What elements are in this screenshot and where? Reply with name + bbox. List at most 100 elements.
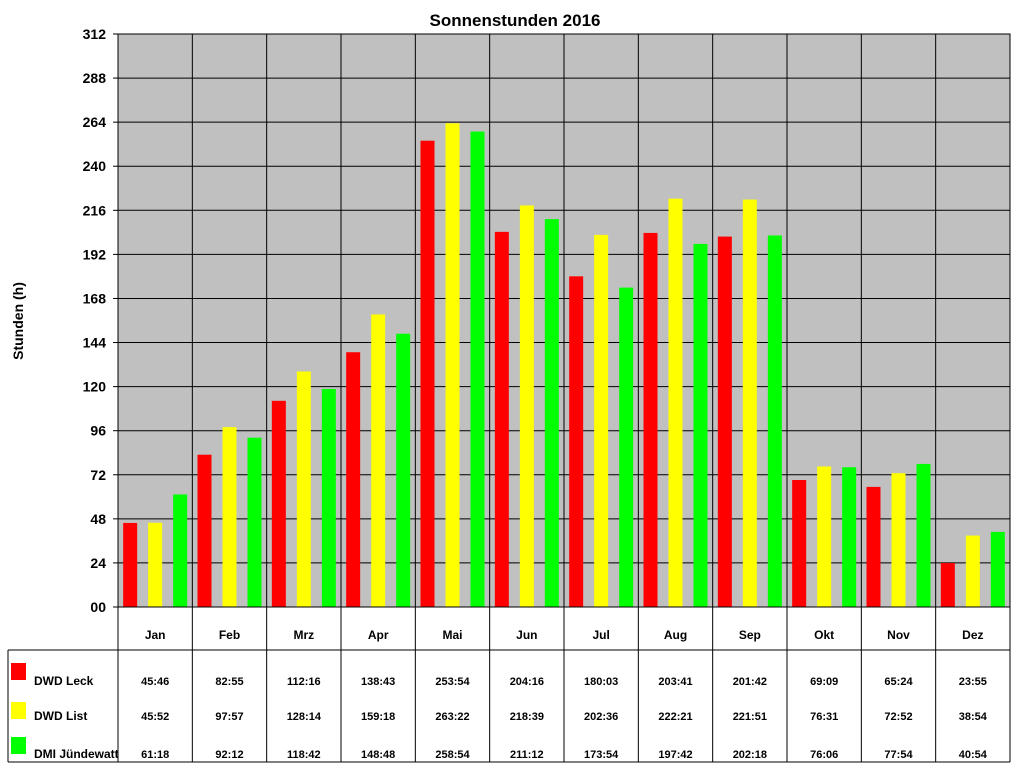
legend-label: DWD List: [34, 709, 87, 723]
x-tick-label: Feb: [219, 628, 240, 642]
data-label: 82:55: [215, 676, 243, 688]
bar-jun-series-3: [544, 219, 559, 607]
bar-aug-series-2: [668, 198, 683, 607]
data-label: 76:06: [810, 749, 838, 761]
bar-jun-series-1: [494, 231, 509, 608]
data-label: 203:41: [658, 676, 692, 688]
data-label: 197:42: [658, 749, 692, 761]
y-axis-label: Stunden (h): [10, 282, 26, 360]
data-label: 159:18: [361, 711, 395, 723]
y-tick-label: 288: [83, 70, 107, 86]
bar-jul-series-2: [594, 234, 609, 608]
x-tick-label: Apr: [368, 628, 389, 642]
data-label: 138:43: [361, 676, 395, 688]
bar-apr-series-3: [396, 333, 411, 607]
bar-dez-series-2: [965, 535, 980, 607]
bar-aug-series-3: [693, 243, 708, 607]
bar-nov-series-3: [916, 463, 931, 607]
bar-dez-series-1: [940, 563, 955, 607]
bar-dez-series-3: [990, 531, 1005, 607]
x-tick-label: Sep: [739, 628, 761, 642]
bar-mrz-series-2: [296, 371, 311, 607]
data-label: 180:03: [584, 676, 618, 688]
legend-swatch-series-1: [11, 663, 26, 680]
data-label: 61:18: [141, 749, 169, 761]
data-label: 258:54: [435, 749, 470, 761]
data-label: 69:09: [810, 676, 838, 688]
bar-jan-series-1: [123, 522, 138, 607]
x-tick-label: Mrz: [293, 628, 314, 642]
y-tick-label: 192: [83, 246, 107, 262]
bar-jul-series-1: [569, 276, 584, 607]
y-tick-label: 120: [83, 379, 107, 395]
x-tick-label: Dez: [962, 628, 983, 642]
y-tick-label: 216: [83, 202, 107, 218]
legend-label: DMI Jündewatt: [34, 747, 119, 761]
x-tick-label: Okt: [814, 628, 834, 642]
data-label: 45:46: [141, 676, 169, 688]
data-label: 202:18: [733, 749, 767, 761]
bar-nov-series-2: [891, 473, 906, 607]
data-label: 92:12: [215, 749, 243, 761]
y-tick-label: 24: [90, 555, 106, 571]
data-label: 77:54: [884, 749, 913, 761]
plot-area: 00 24 48 72 96 120 144 168 192 216 240 264 288 312: [83, 26, 1011, 615]
legend-swatch-series-2: [11, 702, 26, 719]
x-tick-label: Jun: [516, 628, 537, 642]
data-label: 72:52: [884, 711, 912, 723]
y-tick-label: 96: [90, 423, 106, 439]
data-label: 118:42: [287, 749, 321, 761]
x-tick-label: Jan: [145, 628, 166, 642]
y-tick-label: 144: [83, 335, 107, 351]
bar-feb-series-2: [222, 427, 237, 607]
bar-feb-series-1: [197, 454, 212, 607]
x-tick-label: Aug: [664, 628, 687, 642]
data-label: 202:36: [584, 711, 618, 723]
data-label: 148:48: [361, 749, 395, 761]
data-label: 38:54: [959, 711, 988, 723]
data-label: 40:54: [959, 749, 988, 761]
data-label: 128:14: [287, 711, 322, 723]
data-label: 222:21: [658, 711, 692, 723]
bar-jul-series-3: [619, 287, 634, 607]
bar-jan-series-3: [173, 494, 188, 607]
y-tick-label: 72: [90, 467, 106, 483]
data-label: 253:54: [435, 676, 470, 688]
data-label: 201:42: [733, 676, 767, 688]
data-label: 65:24: [884, 676, 913, 688]
bar-okt-series-2: [817, 466, 832, 607]
y-tick-label: 48: [90, 511, 106, 527]
legend-label: DWD Leck: [34, 674, 94, 688]
bar-mai-series-3: [470, 131, 485, 607]
data-label: 218:39: [510, 711, 544, 723]
bar-sep-series-3: [767, 235, 782, 607]
data-label: 97:57: [215, 711, 243, 723]
bar-mai-series-1: [420, 140, 435, 607]
legend-swatch-series-3: [11, 737, 26, 754]
data-label: 76:31: [810, 711, 838, 723]
data-table: Jan Feb Mrz Apr Mai Jun Jul Aug Sep Okt Nov Dez DWD …: [7, 607, 1011, 763]
data-label: 112:16: [287, 676, 321, 688]
bar-mrz-series-3: [321, 389, 336, 607]
bar-okt-series-3: [842, 467, 857, 607]
y-tick-label: 312: [83, 26, 107, 42]
x-tick-label: Nov: [887, 628, 910, 642]
data-label: 45:52: [141, 711, 169, 723]
data-label: 263:22: [435, 711, 469, 723]
bar-okt-series-1: [792, 480, 807, 607]
bar-sep-series-1: [717, 236, 732, 607]
data-label: 221:51: [733, 711, 767, 723]
y-tick-label: 240: [83, 158, 107, 174]
y-tick-label: 264: [83, 114, 107, 130]
bar-jan-series-2: [148, 522, 163, 607]
data-label: 211:12: [510, 749, 544, 761]
y-tick-label: 168: [83, 290, 107, 306]
data-label: 204:16: [510, 676, 544, 688]
bar-nov-series-1: [866, 486, 881, 607]
x-tick-label: Mai: [442, 628, 462, 642]
data-label: 173:54: [584, 749, 619, 761]
bar-apr-series-2: [371, 314, 386, 607]
bar-feb-series-3: [247, 437, 262, 607]
